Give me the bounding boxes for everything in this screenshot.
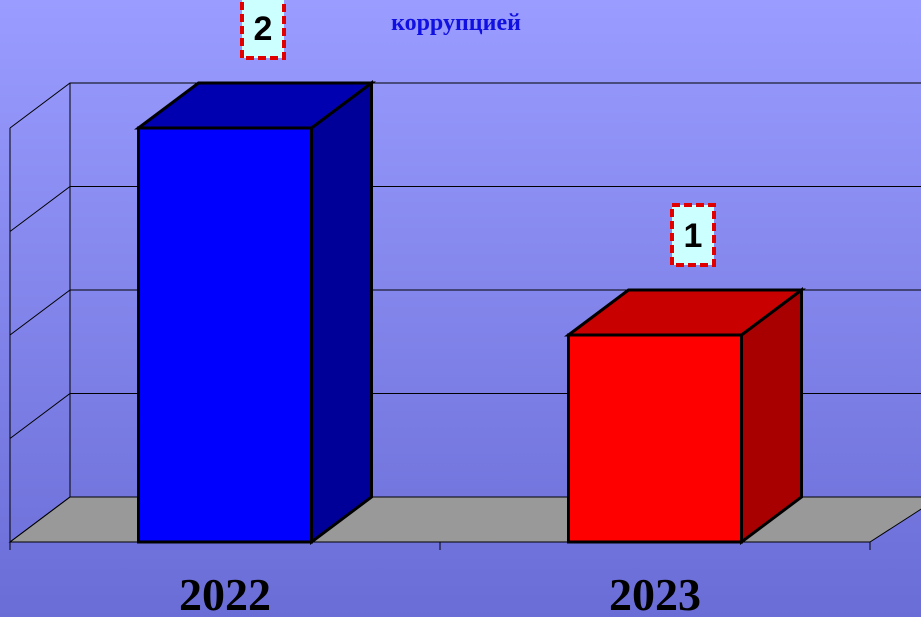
- chart-title: коррупцией: [391, 10, 521, 36]
- x-tick-label: 2023: [609, 569, 701, 617]
- x-tick-label: 2022: [179, 569, 271, 617]
- bar: [137, 126, 313, 544]
- grid-line: [9, 82, 921, 129]
- bar-side: [310, 80, 373, 545]
- value-label-box: [240, 0, 286, 60]
- value-label-box: [670, 203, 716, 267]
- grid-line: [9, 186, 921, 232]
- value-label: 2: [254, 10, 273, 48]
- bar: [567, 333, 743, 544]
- value-label: 1: [684, 217, 703, 255]
